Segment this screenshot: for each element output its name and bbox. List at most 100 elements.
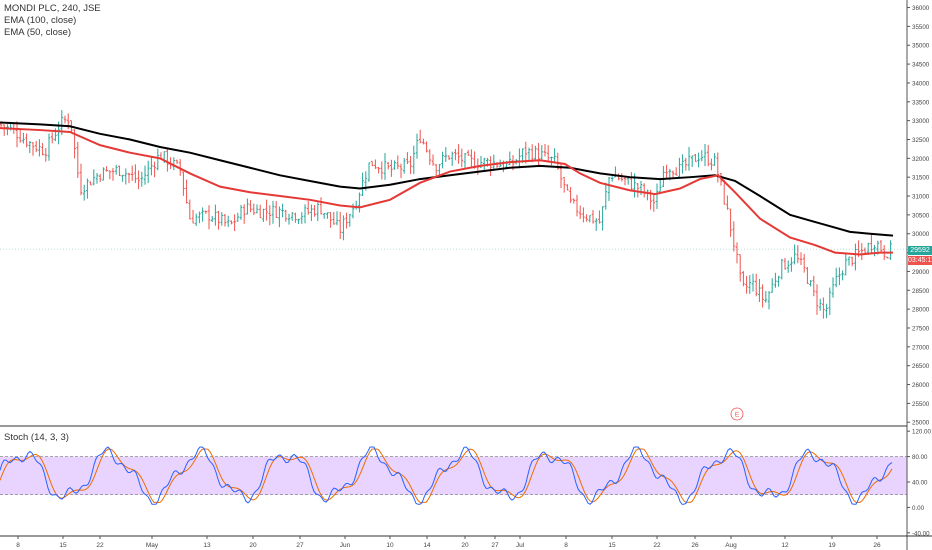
ohlc-bar xyxy=(610,176,614,182)
ohlc-bar xyxy=(566,184,569,191)
ohlc-bar xyxy=(818,298,822,311)
price-tick-label: 26000 xyxy=(912,382,930,389)
ema50-legend: EMA (50, close) xyxy=(4,27,72,38)
time-tick-label: 22 xyxy=(653,542,661,549)
ohlc-bar xyxy=(262,208,265,222)
ohlc-bar xyxy=(329,212,332,228)
ohlc-bar xyxy=(412,145,416,175)
ohlc-bar xyxy=(758,278,761,303)
ohlc-bar xyxy=(156,148,160,171)
ohlc-bar xyxy=(252,203,256,216)
ohlc-bar xyxy=(703,143,707,167)
ohlc-bar xyxy=(828,287,832,315)
ohlc-bar xyxy=(2,124,6,136)
ohlc-bar xyxy=(393,160,396,170)
ohlc-bar xyxy=(540,145,544,160)
ohlc-bar xyxy=(102,167,105,181)
ohlc-bar xyxy=(470,149,473,168)
ohlc-bar xyxy=(290,212,294,221)
ohlc-bar xyxy=(108,170,112,180)
ohlc-bar xyxy=(678,157,681,179)
stoch-tick-label: 40.00 xyxy=(912,480,928,487)
time-tick-label: 15 xyxy=(59,542,67,549)
ohlc-bar xyxy=(860,243,864,261)
ohlc-bar xyxy=(777,275,780,287)
time-tick-label: 15 xyxy=(608,542,616,549)
ohlc-bar xyxy=(761,284,764,308)
ohlc-bar xyxy=(786,260,790,273)
ohlc-bar xyxy=(575,194,579,217)
ohlc-bar xyxy=(335,211,339,226)
ohlc-bar xyxy=(258,204,262,219)
ohlc-bar xyxy=(774,272,777,288)
ohlc-bar xyxy=(367,162,371,182)
ohlc-bar xyxy=(300,212,304,224)
stoch-d-line xyxy=(0,448,893,503)
ohlc-bar xyxy=(175,159,179,164)
stoch-k-line xyxy=(0,446,893,505)
ohlc-bar xyxy=(22,132,25,144)
ohlc-bar xyxy=(380,161,384,180)
ohlc-bar xyxy=(572,198,576,204)
ohlc-bar xyxy=(294,212,297,223)
ema50-line xyxy=(0,127,893,256)
ohlc-bar xyxy=(89,181,92,186)
stochastic-panel xyxy=(0,446,907,505)
ohlc-bar xyxy=(527,147,531,161)
price-tick-label: 28000 xyxy=(912,307,930,314)
ohlc-bar xyxy=(399,163,403,179)
ohlc-bar xyxy=(137,170,140,190)
ohlc-bar xyxy=(287,213,291,225)
ohlc-bar xyxy=(838,267,841,286)
ohlc-bar xyxy=(735,242,739,264)
countdown-tag: 03:45:11 xyxy=(908,256,932,265)
ohlc-bar xyxy=(716,152,720,183)
price-tick-label: 29000 xyxy=(912,269,930,276)
ohlc-bar xyxy=(233,214,236,232)
ohlc-bar xyxy=(348,213,352,227)
ohlc-bar xyxy=(841,270,844,281)
ohlc-bar xyxy=(207,205,211,230)
ohlc-bar xyxy=(230,220,233,225)
ohlc-bar xyxy=(796,245,800,264)
ohlc-bar xyxy=(188,199,192,220)
ohlc-bar xyxy=(706,144,710,167)
ohlc-bar xyxy=(604,182,608,210)
ohlc-bar xyxy=(63,115,67,124)
ohlc-bar xyxy=(457,144,460,164)
ohlc-bar xyxy=(198,211,201,224)
ohlc-bar xyxy=(652,194,656,212)
time-tick-label: 10 xyxy=(386,542,394,549)
ohlc-bar xyxy=(6,124,9,136)
ohlc-bar xyxy=(745,275,748,294)
stoch-tick-label: 80.00 xyxy=(912,454,928,461)
ohlc-bar xyxy=(742,271,745,287)
ohlc-bar xyxy=(34,140,38,153)
ohlc-bar xyxy=(751,273,755,292)
ohlc-bar xyxy=(82,184,86,201)
price-tick-label: 36000 xyxy=(912,5,930,12)
ohlc-bar xyxy=(802,254,806,273)
earnings-marker-label: E xyxy=(735,412,740,419)
ohlc-bar xyxy=(166,148,169,172)
ohlc-bar xyxy=(0,123,3,128)
ohlc-bar xyxy=(591,209,595,224)
ohlc-bar xyxy=(690,155,694,167)
ohlc-bar xyxy=(370,160,374,167)
symbol-title: MONDI PLC, 240, JSE xyxy=(4,3,101,14)
ohlc-bar xyxy=(687,147,691,171)
ohlc-bar xyxy=(239,204,243,220)
time-tick-label: May xyxy=(146,542,159,549)
ohlc-bar xyxy=(492,154,496,171)
ohlc-bar xyxy=(50,132,54,144)
ohlc-bar xyxy=(28,140,32,154)
ohlc-bar xyxy=(809,280,812,287)
ohlc-bar xyxy=(86,178,89,199)
ohlc-bar xyxy=(466,149,470,156)
ohlc-bar xyxy=(726,195,729,210)
ohlc-bar xyxy=(553,148,556,163)
time-tick-label: 20 xyxy=(461,542,469,549)
price-tick-label: 30000 xyxy=(912,231,930,238)
ohlc-bar xyxy=(812,275,816,297)
